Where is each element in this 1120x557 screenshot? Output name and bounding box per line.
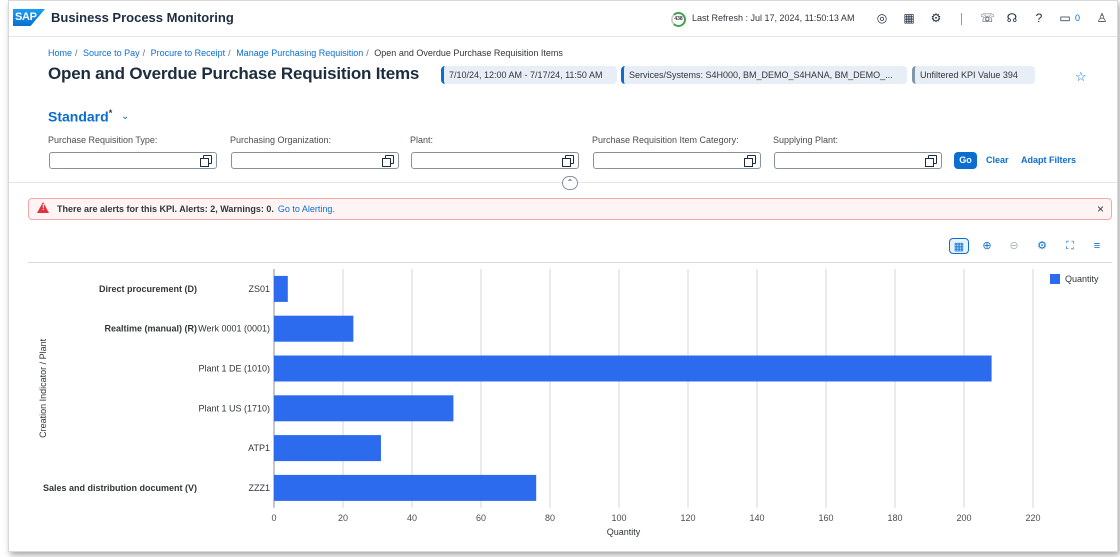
clear-button[interactable]: Clear [986,155,1009,165]
notification-count: 0 [1075,13,1081,23]
filter-input-pr-type[interactable] [49,152,217,169]
alert-text: There are alerts for this KPI. Alerts: 2… [57,204,274,214]
breadcrumb-current: Open and Overdue Purchase Requisition It… [374,48,563,58]
filter-input-supplying-plant[interactable] [774,152,942,169]
app-window: SAP Business Process Monitoring 438 Last… [8,0,1118,552]
x-tick-label: 220 [1025,513,1040,523]
bar[interactable] [274,435,381,462]
y-group-label: Realtime (manual) (R) [104,324,197,334]
filter-label-purch-org: Purchasing Organization: [230,135,332,145]
y-tick-label: ZZZ1 [249,483,271,493]
x-tick-label: 0 [271,513,276,523]
bar[interactable] [274,395,454,422]
value-help-icon[interactable] [744,155,756,167]
y-group-label: Direct procurement (D) [99,284,197,294]
y-tick-label: Plant 1 DE (1010) [198,364,270,374]
breadcrumb-source-to-pay[interactable]: Source to Pay [83,48,140,58]
y-tick-label: Plant 1 US (1710) [198,403,270,413]
kpi-value-chip[interactable]: Unfiltered KPI Value 394 [912,66,1035,84]
date-range-chip[interactable]: 7/10/24, 12:00 AM - 7/17/24, 11:50 AM [441,66,617,84]
value-help-icon[interactable] [382,155,394,167]
breadcrumb-home[interactable]: Home [48,48,73,58]
zoom-in-icon[interactable]: ⊕ [982,240,992,252]
shell-bar: SAP Business Process Monitoring 438 Last… [9,1,1117,37]
x-tick-label: 140 [749,513,764,523]
x-tick-label: 160 [818,513,833,523]
breadcrumb-procure-to-receipt[interactable]: Procure to Receipt [150,48,226,58]
alert-strip: There are alerts for this KPI. Alerts: 2… [28,198,1112,220]
chart-legend[interactable]: Quantity [1050,274,1099,284]
filter-input-plant[interactable] [411,152,579,169]
legend-toggle-icon[interactable]: ≡ [1093,240,1101,252]
systems-chip[interactable]: Services/Systems: S4H000, BM_DEMO_S4HANA… [621,66,907,84]
bar[interactable] [274,275,288,302]
filter-label-pr-type: Purchase Requisition Type: [48,135,158,145]
legend-swatch [1050,274,1060,284]
filter-label-plant: Plant: [410,135,434,145]
x-tick-label: 180 [887,513,902,523]
toolbar-divider [28,262,1112,263]
settings-icon[interactable]: ⚙ [930,11,942,25]
shell-separator [961,13,962,25]
y-tick-label: ATP1 [248,443,270,453]
variant-name: Standard [48,108,109,125]
target-icon[interactable]: ◎ [876,11,888,25]
variant-modified-marker: * [108,108,113,118]
refresh-countdown-badge[interactable]: 438 [671,12,686,27]
go-to-alerting-link[interactable]: Go to Alerting. [277,204,335,214]
user-profile-icon[interactable]: ♙ [1096,11,1108,25]
x-tick-label: 200 [956,513,971,523]
alert-message: There are alerts for this KPI. Alerts: 2… [57,204,335,214]
value-help-icon[interactable] [200,155,212,167]
bar[interactable] [274,474,537,501]
alert-warning-icon [37,202,49,213]
favorite-star-icon[interactable]: ☆ [1075,69,1087,84]
y-group-label: Sales and distribution document (V) [43,483,197,493]
filter-input-item-category[interactable] [593,152,761,169]
x-axis-title: Quantity [607,527,641,537]
y-tick-label: ZS01 [248,284,270,294]
adapt-filters-button[interactable]: Adapt Filters [1021,155,1077,165]
breadcrumb-manage-purchasing-requisition[interactable]: Manage Purchasing Requisition [236,48,364,58]
close-icon[interactable]: × [1096,202,1104,216]
notifications-icon[interactable]: ▭ [1059,11,1071,25]
help-icon[interactable]: ? [1035,11,1043,25]
value-help-icon[interactable] [925,155,937,167]
x-tick-label: 120 [680,513,695,523]
app-title: Business Process Monitoring [51,10,234,25]
support-headset-icon[interactable]: ☊ [1006,11,1018,25]
zoom-out-icon: ⊖ [1009,240,1019,252]
collapse-header-button[interactable]: ⌃ [562,176,578,190]
y-axis-title: Creation Indicator / Plant [38,338,48,438]
filter-label-supplying-plant: Supplying Plant: [773,135,839,145]
legend-label: Quantity [1065,274,1099,284]
chart-settings-icon[interactable]: ⚙ [1037,240,1047,252]
breadcrumb: Home / Source to Pay / Procure to Receipt /… [48,48,563,58]
x-tick-label: 20 [338,513,348,523]
table-view-icon[interactable]: ▦ [949,238,969,254]
feedback-icon[interactable]: ☏ [980,11,996,25]
x-tick-label: 40 [407,513,417,523]
x-tick-label: 100 [611,513,626,523]
quantity-bar-chart: 0 20 40 60 80 100 120 140 160 180 200 220 ZS01 Direct… [38,269,1041,537]
last-refresh-text: Last Refresh : Jul 17, 2024, 11:50:13 AM [692,13,855,23]
sap-logo[interactable]: SAP [13,9,45,26]
bar[interactable] [274,355,992,382]
filter-input-purch-org[interactable] [231,152,399,169]
fullscreen-icon[interactable]: ⛶ [1066,240,1074,252]
filter-label-item-category: Purchase Requisition Item Category: [592,135,739,145]
calendar-icon[interactable]: ▦ [903,11,915,25]
x-tick-label: 60 [476,513,486,523]
chevron-down-icon[interactable]: ⌄ [121,111,130,122]
page-title: Open and Overdue Purchase Requisition It… [48,64,420,83]
value-help-icon[interactable] [562,155,574,167]
page-header: Home / Source to Pay / Procure to Receipt /… [9,39,1117,190]
x-tick-label: 80 [545,513,555,523]
go-button[interactable]: Go [954,152,977,169]
y-tick-label: Werk 0001 (0001) [198,324,270,334]
bar[interactable] [274,315,354,342]
variant-selector[interactable]: Standard* [48,108,112,125]
